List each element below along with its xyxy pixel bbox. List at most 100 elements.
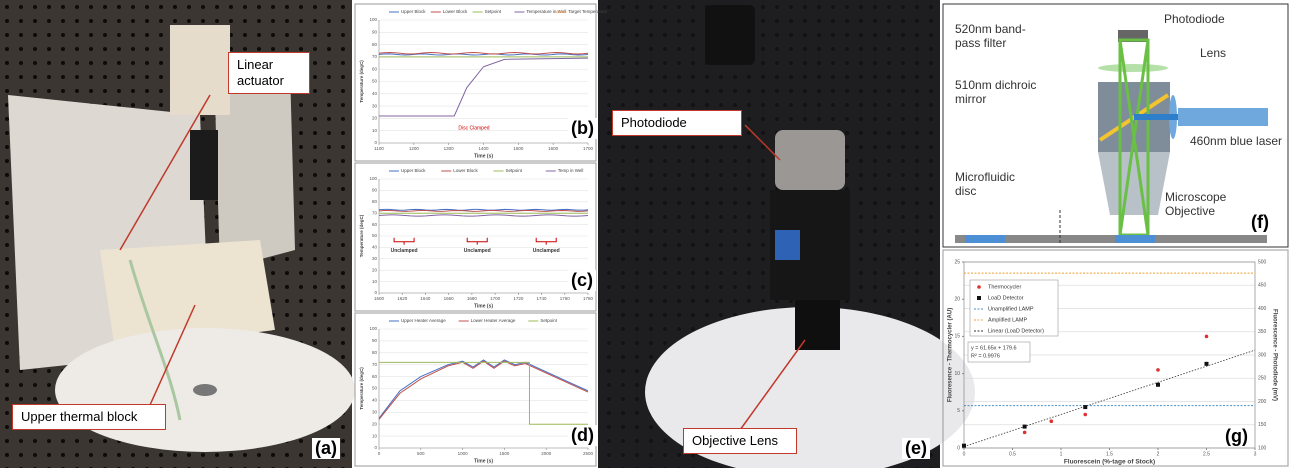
x-tick-label: 2.5 <box>1203 451 1210 457</box>
bracket <box>535 237 557 245</box>
y-tick-label: 10 <box>372 279 378 284</box>
load-point <box>1083 405 1088 410</box>
y-tick-label: 70 <box>372 54 378 59</box>
x-tick-label: 1200 <box>409 146 420 151</box>
legend-swatch <box>977 296 981 300</box>
diagram-label: Microscope Objective <box>1165 190 1227 218</box>
annotation: Disc Clamped <box>458 126 489 132</box>
y2-tick-label: 350 <box>1258 329 1267 335</box>
curve <box>378 53 589 56</box>
x-tick-label: 1760 <box>560 296 571 301</box>
frame-d <box>354 312 597 467</box>
legend-label: Temperature in Well <box>526 9 566 14</box>
y-tick-label: 20 <box>372 421 378 426</box>
panel-label: (b) <box>568 118 597 139</box>
curve <box>378 209 589 212</box>
y-tick-label: 50 <box>372 233 378 238</box>
bracket <box>466 237 488 245</box>
x-tick-label: 1100 <box>374 146 384 151</box>
x-tick-label: 1700 <box>583 146 594 151</box>
y-tick-label: 30 <box>372 256 378 261</box>
panel-label: (c) <box>568 270 596 291</box>
legend-label: Lower Block <box>453 168 478 173</box>
load-point <box>1156 382 1160 387</box>
y-tick-label: 50 <box>372 386 378 391</box>
y-tick-label: 80 <box>372 350 378 355</box>
y-tick-label: 50 <box>372 79 378 84</box>
y-tick-label: 0 <box>374 290 377 295</box>
y2-tick-label: 300 <box>1258 352 1267 358</box>
curve <box>379 361 588 425</box>
plot-frame <box>963 261 1256 449</box>
legend-label: Lower Heater Average <box>471 318 516 323</box>
legend-label: Setpoint <box>506 168 523 173</box>
x-tick-label: 1780 <box>583 296 594 301</box>
bracket <box>393 237 415 245</box>
x-tick-label: 0.5 <box>1009 451 1016 457</box>
y-tick-label: 0 <box>957 445 960 451</box>
x-tick-label: 0 <box>963 451 966 457</box>
x-tick-label: 1700 <box>490 296 501 301</box>
x-tick-label: 1600 <box>374 296 385 301</box>
legend-label: Temp in Well <box>558 168 584 173</box>
x-tick-label: 1720 <box>513 296 524 301</box>
x-axis-title: Time (s) <box>474 153 493 159</box>
legend-label: Target Temperature <box>568 9 607 14</box>
panel-label: (f) <box>1248 212 1272 233</box>
panel-label: (e) <box>902 438 930 459</box>
y-tick-label: 30 <box>372 103 378 108</box>
legend-box <box>969 279 1059 337</box>
thermocycler-point <box>1049 419 1054 424</box>
y-tick-label: 40 <box>372 398 378 403</box>
x-tick-label: 1400 <box>478 146 489 151</box>
legend-label: Linear (LoaD Detector) <box>988 328 1044 334</box>
y-tick-label: 100 <box>369 326 377 331</box>
x-tick-label: 1.5 <box>1106 451 1113 457</box>
y2-tick-label: 200 <box>1258 399 1267 405</box>
panel-label: (d) <box>568 425 597 446</box>
thermocycler-point <box>1022 430 1027 435</box>
x-tick-label: 1000 <box>458 451 469 456</box>
panel-label: (g) <box>1222 426 1251 447</box>
diagram-label: 520nm band-pass filter <box>955 22 1026 50</box>
y2-tick-label: 500 <box>1258 259 1267 265</box>
annotation: Unclamped <box>391 248 418 254</box>
y-tick-label: 80 <box>372 199 378 204</box>
y-tick-label: 40 <box>372 91 378 96</box>
y-tick-label: 15 <box>954 334 960 340</box>
legend-label: Upper Block <box>401 168 426 173</box>
curve <box>378 359 589 419</box>
r-squared: R² = 0.9976 <box>971 353 1000 359</box>
y-tick-label: 90 <box>372 338 378 343</box>
y-axis-title: Fluoresence - Thermocycler (AU) <box>948 308 954 402</box>
curve <box>379 57 589 117</box>
y-tick-label: 60 <box>372 374 378 379</box>
y-tick-label: 20 <box>372 116 378 121</box>
y-tick-label: 0 <box>374 140 377 145</box>
panel-label: (a) <box>312 438 340 459</box>
x-axis-title: Time (s) <box>474 458 493 464</box>
x-tick-label: 2 <box>1157 451 1160 457</box>
load-point <box>1022 424 1027 429</box>
callout: Upper thermal block <box>12 404 166 430</box>
x-tick-label: 1740 <box>537 296 548 301</box>
x-tick-label: 3 <box>1254 451 1257 457</box>
legend-label: Amplified LAMP <box>988 317 1027 323</box>
y2-tick-label: 400 <box>1258 306 1267 312</box>
y2-tick-label: 100 <box>1258 445 1267 451</box>
y-tick-label: 10 <box>372 433 378 438</box>
x-tick-label: 1600 <box>548 146 559 151</box>
legend-swatch <box>977 285 981 289</box>
thermocycler-point <box>1083 412 1088 417</box>
x-tick-label: 1660 <box>444 296 455 301</box>
diagram-label: 460nm blue laser <box>1190 134 1283 148</box>
callout: Objective Lens <box>683 428 797 454</box>
frame-b <box>354 3 597 162</box>
legend-label: Thermocycler <box>988 284 1021 290</box>
curve <box>378 51 589 55</box>
y-tick-label: 90 <box>372 29 378 34</box>
x-tick-label: 2000 <box>541 451 552 456</box>
x-axis-title: Fluorescein (%-tage of Stock) <box>1064 459 1155 466</box>
